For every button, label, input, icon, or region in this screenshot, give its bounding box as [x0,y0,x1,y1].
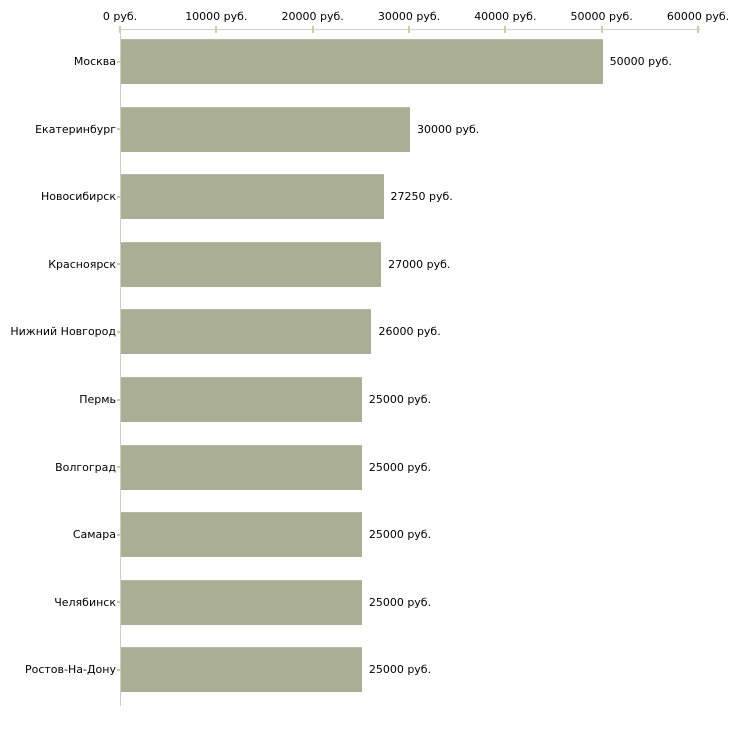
x-axis-tick-label: 40000 руб. [474,10,537,23]
x-axis-tick-label: 60000 руб. [666,10,730,23]
value-label: 50000 руб. [609,55,672,68]
category-tick [117,668,123,671]
category-label: Ростов-На-Дону [24,663,116,677]
bar [121,106,410,152]
value-label: 30000 руб. [417,122,480,136]
category-tick [117,60,123,63]
category-tick [117,601,123,604]
value-label: 25000 руб. [368,393,432,406]
x-axis-tick-label: 30000 руб. [377,10,441,23]
category-tick [117,195,123,198]
bar [121,647,362,693]
bar [121,174,384,220]
bar [121,512,362,558]
x-axis-tick [600,26,603,33]
category-label: Самара [72,528,116,542]
x-axis-tick-label: 10000 руб. [185,10,248,23]
value-label: 27000 руб. [388,257,451,271]
value-label: 25000 руб. [368,460,432,474]
category-tick [117,128,123,131]
category-tick [117,533,123,536]
x-axis-tick-label: 20000 руб. [281,10,344,23]
bar [121,241,382,287]
bar [121,309,372,355]
x-axis-tick [215,26,218,33]
x-axis-tick [119,26,121,33]
category-label: Москва [73,55,116,68]
x-axis-tick [311,26,314,33]
category-label: Волгоград [55,460,116,474]
bar [121,377,362,422]
bar [121,579,362,625]
category-label: Пермь [79,393,116,406]
category-tick [117,398,123,401]
category-tick [117,330,123,333]
x-axis-tick [504,26,507,33]
x-axis-line [120,29,700,30]
category-label: Красноярск [48,257,116,271]
value-label: 25000 руб. [368,663,432,677]
value-label: 25000 руб. [368,528,432,542]
category-tick [117,466,123,469]
category-label: Новосибирск [40,190,116,204]
value-label: 27250 руб. [390,190,453,204]
x-axis-tick [408,26,410,33]
category-label: Нижний Новгород [10,325,116,339]
x-axis-tick-label: 50000 руб. [570,10,633,23]
category-label: Екатеринбург [35,122,116,136]
value-label: 26000 руб. [378,325,441,339]
value-label: 25000 руб. [368,595,432,609]
x-axis-tick-label: 0 руб. [102,10,138,23]
category-tick [117,263,123,266]
bar [121,444,362,490]
x-axis-tick [697,26,699,33]
category-label: Челябинск [54,595,116,609]
y-axis-line [120,29,121,706]
bar [121,39,603,84]
